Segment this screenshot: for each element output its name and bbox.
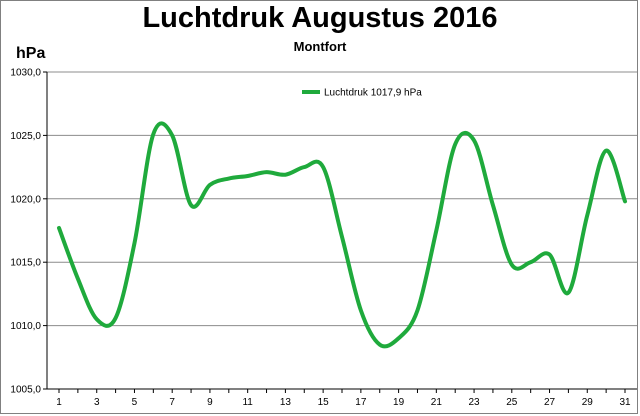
chart-title: Luchtdruk Augustus 2016 <box>142 2 498 34</box>
x-tick-label: 13 <box>280 397 292 408</box>
x-tick-label: 9 <box>207 397 213 408</box>
x-tick-label: 7 <box>169 397 175 408</box>
x-tick-label: 21 <box>431 397 443 408</box>
y-tick-label: 1025,0 <box>10 131 41 142</box>
x-tick-label: 1 <box>56 397 62 408</box>
x-tick-label: 29 <box>582 397 594 408</box>
series-line <box>57 121 627 349</box>
y-tick-label: 1030,0 <box>10 68 41 79</box>
x-tick-label: 15 <box>318 397 330 408</box>
y-tick-label: 1020,0 <box>10 194 41 205</box>
x-tick-label: 19 <box>393 397 405 408</box>
x-tick-label: 27 <box>544 397 556 408</box>
x-tick-label: 5 <box>132 397 138 408</box>
x-tick-label: 25 <box>506 397 518 408</box>
y-tick-label: 1005,0 <box>10 385 41 396</box>
x-tick-label: 11 <box>242 397 253 408</box>
y-axis-label: hPa <box>16 45 46 62</box>
x-tick-label: 3 <box>94 397 100 408</box>
x-tick-label: 23 <box>469 397 481 408</box>
x-tick-label: 31 <box>619 397 631 408</box>
chart-subtitle: Montfort <box>293 39 347 54</box>
x-tick-label: 17 <box>355 397 367 408</box>
y-tick-label: 1010,0 <box>10 321 41 332</box>
y-tick-label: 1015,0 <box>10 258 41 269</box>
legend-label: Luchtdruk 1017,9 hPa <box>324 88 422 99</box>
